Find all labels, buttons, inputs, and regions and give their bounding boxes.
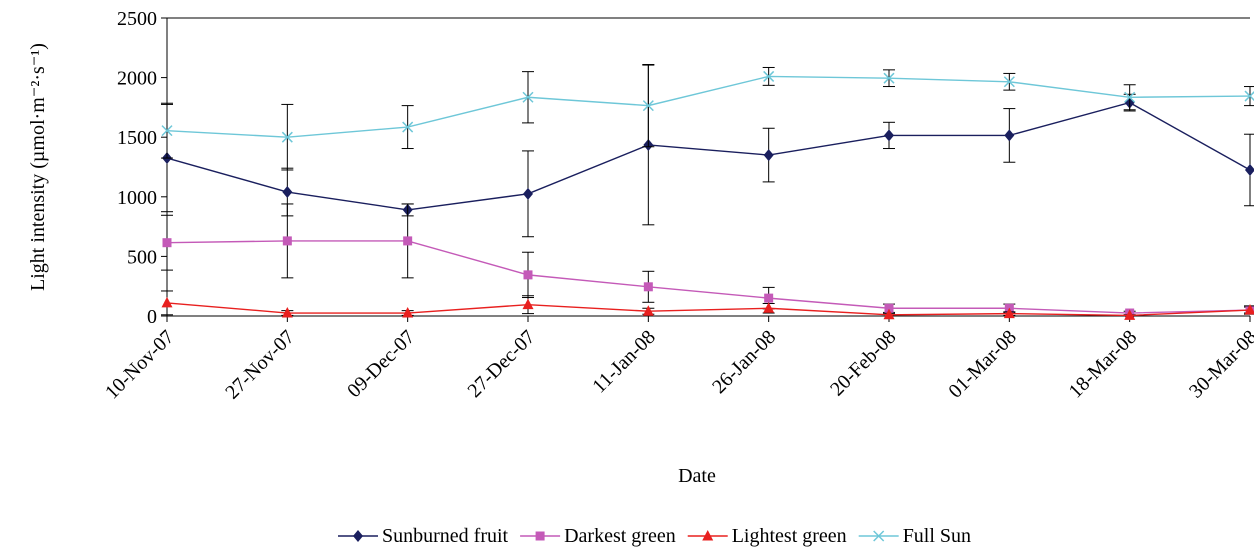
plot-area <box>161 63 1254 320</box>
y-tick-label: 1500 <box>117 127 157 149</box>
legend: Sunburned fruit Darkest green Lightest gre… <box>338 525 971 547</box>
data-point <box>884 303 894 313</box>
data-point <box>1003 76 1015 88</box>
legend-swatch-marker <box>702 530 714 541</box>
data-point <box>764 293 774 303</box>
data-point <box>1004 129 1015 142</box>
legend-item: Full Sun <box>858 525 971 547</box>
legend-label: Sunburned fruit <box>382 525 509 547</box>
y-tick-label: 2500 <box>117 8 157 30</box>
y-axis-title: Light intensity (µmol·m⁻²·s⁻¹) <box>27 43 49 291</box>
data-point <box>763 302 775 313</box>
series-line <box>166 75 1251 138</box>
data-point <box>523 187 533 200</box>
y-tick-label: 2000 <box>117 68 157 90</box>
x-tick-label: 18-Mar-08 <box>1065 326 1142 403</box>
x-tick-label: 01-Mar-08 <box>944 326 1021 403</box>
data-point <box>883 72 895 84</box>
x-tick-label: 09-Dec-07 <box>343 326 419 402</box>
series-darkest-green <box>161 203 1254 318</box>
data-point <box>522 91 534 103</box>
y-axis: 0 500 1000 1500 2000 2500 <box>117 8 1250 328</box>
legend-swatch-marker <box>873 530 885 542</box>
data-point <box>642 305 654 316</box>
series-full-sun <box>161 63 1254 171</box>
legend-label: Darkest green <box>564 525 676 547</box>
legend-swatch-marker <box>353 530 363 542</box>
data-point <box>281 131 293 143</box>
data-point <box>763 70 775 82</box>
y-tick-label: 0 <box>147 306 157 328</box>
x-axis-title: Date <box>678 465 716 487</box>
x-tick-label: 27-Dec-07 <box>463 326 539 402</box>
data-point <box>523 270 533 280</box>
y-axis-title-text: Light intensity (µmol·m⁻²·s⁻¹) <box>27 43 49 291</box>
x-tick-label: 20-Feb-08 <box>826 326 900 400</box>
legend-label: Lightest green <box>732 525 847 547</box>
data-point <box>1244 304 1254 315</box>
data-point <box>1124 91 1136 103</box>
series-line <box>166 240 1251 314</box>
x-tick-label: 27-Nov-07 <box>221 326 299 404</box>
data-point <box>1245 163 1254 176</box>
legend-item: Darkest green <box>520 525 676 547</box>
data-point <box>522 298 534 310</box>
data-point <box>161 296 173 308</box>
data-point <box>884 129 894 142</box>
series-line <box>166 101 1251 211</box>
data-point <box>402 121 414 133</box>
data-point <box>281 307 293 318</box>
x-tick-label: 30-Mar-08 <box>1185 326 1254 403</box>
data-point <box>643 282 653 292</box>
legend-swatch-marker <box>535 531 545 541</box>
data-point <box>883 308 895 320</box>
x-tick-label: 26-Jan-08 <box>708 326 780 398</box>
series-sunburned-fruit <box>161 64 1254 238</box>
x-axis: 10-Nov-07 27-Nov-07 09-Dec-07 27-Dec-07 11-J… <box>101 315 1254 404</box>
legend-item: Lightest green <box>687 525 847 547</box>
legend-item: Sunburned fruit <box>338 525 509 547</box>
series-lightest-green <box>161 290 1254 320</box>
data-point <box>1244 90 1254 102</box>
series-line <box>166 302 1251 317</box>
legend-label: Full Sun <box>903 525 971 547</box>
data-point <box>403 236 413 246</box>
data-point <box>1124 309 1136 320</box>
data-point <box>763 149 774 162</box>
data-point <box>282 186 293 199</box>
y-tick-label: 1000 <box>117 187 157 209</box>
data-point <box>642 100 654 112</box>
data-point <box>1003 307 1015 319</box>
x-tick-label: 11-Jan-08 <box>588 326 660 398</box>
data-point <box>161 125 173 137</box>
data-point <box>282 236 292 246</box>
x-tick-label: 10-Nov-07 <box>101 326 179 404</box>
y-tick-label: 500 <box>127 246 157 268</box>
data-point <box>402 307 414 318</box>
data-point <box>162 238 172 248</box>
